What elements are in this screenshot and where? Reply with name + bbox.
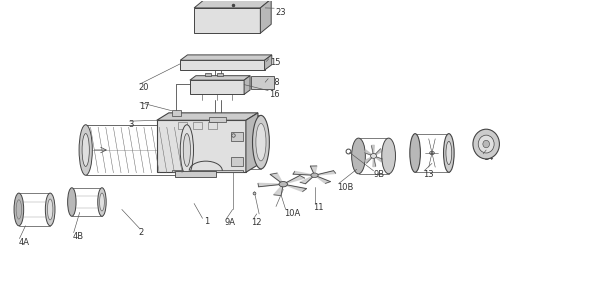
Text: 15: 15 [270, 58, 281, 68]
Text: 10B: 10B [338, 183, 354, 192]
Text: 13: 13 [423, 170, 434, 179]
Ellipse shape [98, 188, 106, 216]
Text: 20: 20 [139, 83, 149, 92]
Polygon shape [373, 156, 383, 162]
Polygon shape [315, 175, 330, 183]
Text: 2: 2 [139, 228, 144, 237]
Bar [178, 122, 187, 129]
Text: 9B: 9B [373, 170, 385, 179]
Ellipse shape [311, 173, 318, 178]
Polygon shape [244, 76, 250, 94]
Polygon shape [190, 80, 244, 94]
Ellipse shape [100, 193, 105, 211]
Polygon shape [283, 184, 307, 192]
Polygon shape [264, 55, 272, 70]
Ellipse shape [430, 151, 434, 155]
Bar [172, 170, 243, 172]
Polygon shape [157, 113, 258, 120]
Bar [208, 122, 217, 129]
Ellipse shape [183, 134, 191, 166]
Polygon shape [190, 76, 250, 80]
Polygon shape [180, 55, 272, 60]
Polygon shape [364, 150, 373, 156]
Polygon shape [270, 173, 283, 184]
Text: 10A: 10A [284, 209, 301, 218]
Polygon shape [260, 0, 271, 33]
Ellipse shape [79, 125, 93, 175]
Bar [231, 158, 243, 166]
Bar [231, 132, 243, 141]
Ellipse shape [14, 193, 24, 226]
Ellipse shape [446, 141, 452, 165]
Ellipse shape [252, 116, 269, 169]
Text: 11: 11 [313, 203, 323, 212]
Text: 16: 16 [269, 90, 280, 99]
Ellipse shape [473, 129, 499, 159]
Bar [205, 73, 211, 76]
Ellipse shape [68, 188, 76, 216]
Ellipse shape [256, 123, 266, 161]
Bar [172, 110, 182, 116]
Ellipse shape [483, 140, 489, 148]
Polygon shape [365, 156, 373, 163]
Ellipse shape [180, 125, 194, 175]
Bar [193, 122, 202, 129]
Polygon shape [194, 8, 260, 33]
Polygon shape [258, 183, 283, 187]
Ellipse shape [352, 138, 365, 174]
Polygon shape [273, 184, 283, 196]
Ellipse shape [410, 134, 420, 172]
Polygon shape [373, 156, 376, 166]
Text: 3: 3 [128, 120, 133, 129]
Text: 14: 14 [483, 153, 494, 162]
Polygon shape [310, 166, 317, 175]
Polygon shape [157, 120, 246, 172]
Ellipse shape [443, 134, 454, 172]
Bar [209, 117, 226, 122]
Text: 17: 17 [139, 102, 149, 111]
Polygon shape [315, 171, 336, 175]
Bar [251, 76, 274, 88]
Ellipse shape [82, 134, 90, 166]
Polygon shape [373, 149, 382, 156]
Text: 23: 23 [275, 8, 286, 17]
Bar [217, 73, 223, 76]
Ellipse shape [382, 138, 396, 174]
Text: 9A: 9A [225, 218, 236, 227]
Ellipse shape [478, 135, 494, 153]
Polygon shape [194, 0, 271, 8]
Ellipse shape [47, 199, 53, 220]
Text: 12: 12 [251, 218, 262, 227]
Ellipse shape [370, 154, 376, 158]
Text: 4A: 4A [18, 238, 29, 247]
Polygon shape [283, 176, 305, 184]
Polygon shape [246, 113, 258, 172]
Ellipse shape [45, 193, 55, 226]
Ellipse shape [279, 182, 287, 187]
Polygon shape [300, 175, 315, 184]
Bar [175, 171, 216, 177]
Polygon shape [371, 145, 374, 156]
Polygon shape [180, 60, 264, 70]
Text: 18: 18 [269, 78, 280, 87]
Polygon shape [293, 171, 315, 175]
Text: 1: 1 [204, 218, 209, 226]
Text: 4B: 4B [73, 232, 83, 241]
